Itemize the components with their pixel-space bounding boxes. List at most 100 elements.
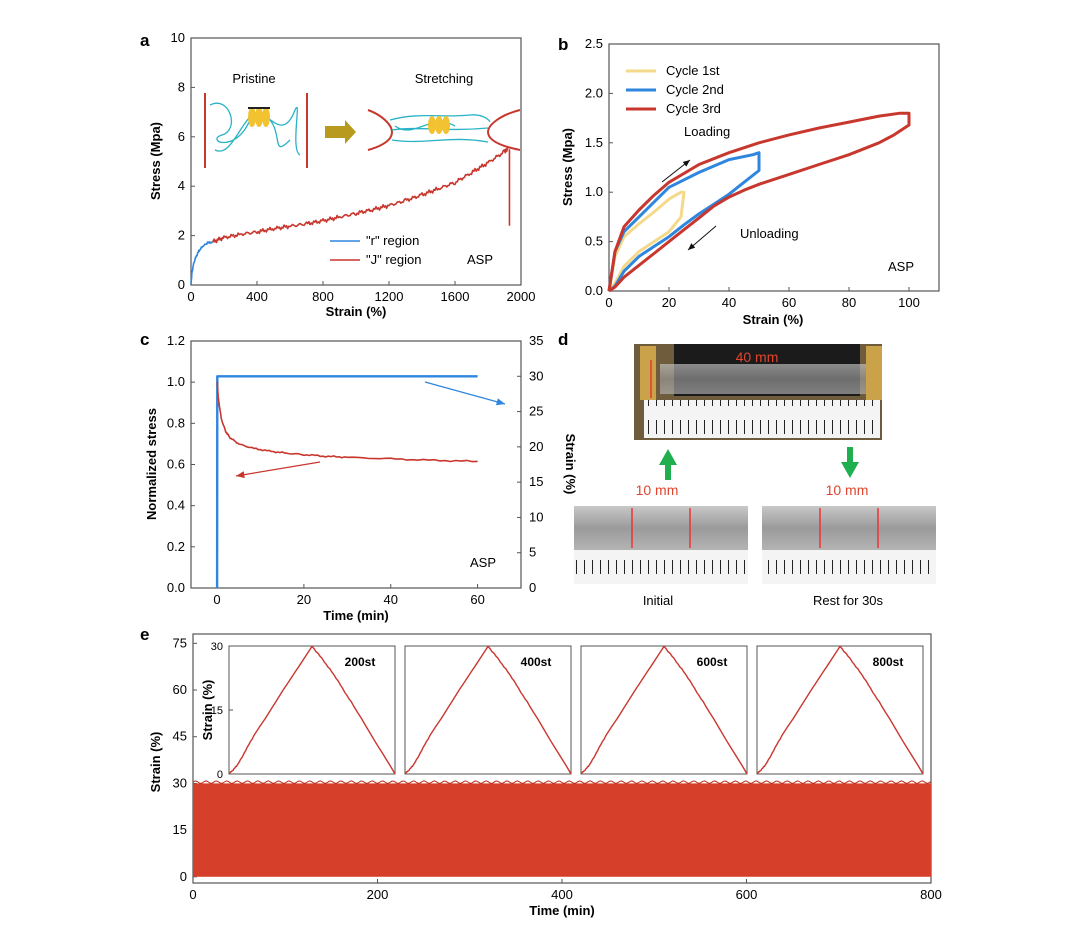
panel-a: a 0 400 800 1200 1600 2000 0 2 4 6 8 10 Strain (%)…	[140, 30, 535, 319]
panel-a-xlabel: Strain (%)	[326, 304, 387, 319]
panel-a-asp-label: ASP	[467, 252, 493, 267]
panel-b-y-tick-label: 1.5	[585, 135, 603, 150]
panel-b-plot	[607, 111, 911, 293]
panel-b-y-tick-label: 2.0	[585, 85, 603, 100]
photo-clamp-left	[640, 346, 656, 400]
panel-a-yticks: 0 2 4 6 8 10	[171, 30, 195, 292]
inset-y-tick-label: 0	[217, 769, 223, 781]
panel-b-unloading-label: Unloading	[740, 226, 799, 241]
panel-c-xlabel: Time (min)	[323, 608, 389, 623]
panel-b-loading-label: Loading	[684, 124, 730, 139]
schematic-crystal	[248, 107, 256, 127]
panel-b-x-tick-label: 60	[782, 295, 796, 310]
photo-rest	[762, 506, 936, 584]
schematic-crystal	[442, 116, 450, 134]
photo-initial	[574, 506, 748, 584]
schematic-clamp-left-stretched	[367, 109, 394, 151]
panel-a-x-tick-label: 800	[312, 289, 334, 304]
panel-b-legend-1: Cycle 1st	[666, 63, 720, 78]
inset-frame	[756, 645, 924, 775]
panel-d: d 40 mm 10 mm 10 mm	[558, 330, 936, 608]
panel-e-xticks: 0 200 400 600 800	[189, 879, 942, 902]
panel-c-letter: c	[140, 330, 149, 349]
series-cyclic-strain-band	[193, 783, 931, 877]
panel-c-yticks: 0.0 0.2 0.4 0.6 0.8 1.0 1.2	[167, 333, 195, 595]
series-strain	[215, 375, 478, 589]
panel-c-frame	[190, 340, 522, 589]
panel-e-y-tick-label: 45	[173, 729, 187, 744]
panel-b-x-tick-label: 40	[722, 295, 736, 310]
schematic-pristine-label: Pristine	[232, 71, 275, 86]
panel-a-xticks: 0 400 800 1200 1600 2000	[187, 281, 535, 304]
panel-e-plot	[192, 780, 932, 877]
panel-e-yticks: 0 15 30 45 60 75	[173, 635, 197, 884]
series-r-region	[190, 240, 214, 285]
panel-e-x-tick-label: 0	[189, 887, 196, 902]
series-j-region	[211, 147, 509, 244]
panel-c-y-tick-label: 1.2	[167, 333, 185, 348]
green-arrow-down-icon	[841, 447, 859, 478]
panel-c-ylabel: Normalized stress	[144, 408, 159, 520]
series-cycle-1st	[607, 190, 686, 292]
schematic-crystal	[255, 107, 263, 127]
photo-length-label: 40 mm	[736, 349, 779, 365]
photo-stretched: 40 mm	[634, 344, 882, 440]
panel-b-x-tick-label: 20	[662, 295, 676, 310]
panel-e-xlabel: Time (min)	[529, 903, 595, 918]
panel-a-ylabel: Stress (Mpa)	[148, 122, 163, 200]
panel-a-y-tick-label: 8	[178, 79, 185, 94]
panel-c: c 0 20 40 60 0.0 0.2 0.4 0.6 0.8 1.0 1.2 0 5 10 15 20…	[140, 330, 578, 623]
panel-c-yr-tick-label: 0	[529, 580, 536, 595]
panel-b-asp-label: ASP	[888, 259, 914, 274]
inset-cycle-curve	[404, 645, 572, 775]
inset-cycle-curve	[228, 645, 396, 775]
panel-b-unloading-arrow	[687, 225, 717, 251]
panel-b: b 0 20 40 60 80 100 0.0 0.5 1.0 1.5 2.0 2.5 Strain…	[558, 35, 940, 327]
panel-b-x-tick-label: 100	[898, 295, 920, 310]
series-cycle-3rd	[607, 111, 911, 293]
inset-cycle-label: 600st	[697, 655, 728, 669]
panel-c-xticks: 0 20 40 60	[213, 584, 485, 607]
panel-a-y-tick-label: 4	[178, 178, 185, 193]
schematic-arrow	[325, 120, 356, 144]
panel-b-x-tick-label: 0	[605, 295, 612, 310]
panel-a-letter: a	[140, 31, 150, 50]
panel-c-y-tick-label: 0.0	[167, 580, 185, 595]
panel-b-y-tick-label: 2.5	[585, 36, 603, 51]
panel-e-letter: e	[140, 625, 149, 644]
panel-c-yr-tick-label: 30	[529, 368, 543, 383]
panel-c-y-tick-label: 1.0	[167, 374, 185, 389]
green-arrow-up-icon	[659, 449, 677, 480]
inset-y-tick-label: 15	[211, 705, 223, 717]
panel-e-x-tick-label: 800	[920, 887, 942, 902]
photo-initial-ruler	[574, 550, 748, 584]
inset-ylabel: Strain (%)	[200, 680, 215, 741]
schematic-crystal	[262, 107, 270, 127]
panel-b-x-tick-label: 80	[842, 295, 856, 310]
panel-c-yr-tick-label: 15	[529, 474, 543, 489]
panel-a-plot	[190, 147, 511, 285]
panel-c-x-tick-label: 0	[213, 592, 220, 607]
inset-frame	[580, 645, 748, 775]
panel-b-y-tick-label: 1.0	[585, 184, 603, 199]
panel-c-y-tick-label: 0.8	[167, 415, 185, 430]
panel-c-y-tick-label: 0.2	[167, 539, 185, 554]
panel-e-y-tick-label: 0	[180, 869, 187, 884]
panel-c-yr-tick-label: 35	[529, 333, 543, 348]
inset-frame	[228, 645, 396, 775]
panel-a-x-tick-label: 400	[246, 289, 268, 304]
schematic-stretching-label: Stretching	[415, 71, 474, 86]
panel-e-y-tick-label: 75	[173, 635, 187, 650]
panel-b-legend-3: Cycle 3rd	[666, 101, 721, 116]
panel-a-x-tick-label: 1200	[375, 289, 404, 304]
panel-b-y-tick-label: 0.5	[585, 234, 603, 249]
panel-c-stress-arrow	[235, 461, 321, 479]
panel-b-xticks: 0 20 40 60 80 100	[605, 287, 920, 310]
panel-b-yticks: 0.0 0.5 1.0 1.5 2.0 2.5	[585, 36, 613, 298]
panel-e-x-tick-label: 200	[367, 887, 389, 902]
schematic-crystal	[435, 116, 443, 134]
panel-b-frame	[608, 43, 940, 292]
panel-c-yr-tick-label: 25	[529, 404, 543, 419]
schematic: Pristine Stretching	[204, 71, 521, 168]
panel-b-ylabel: Stress (Mpa)	[560, 128, 575, 206]
